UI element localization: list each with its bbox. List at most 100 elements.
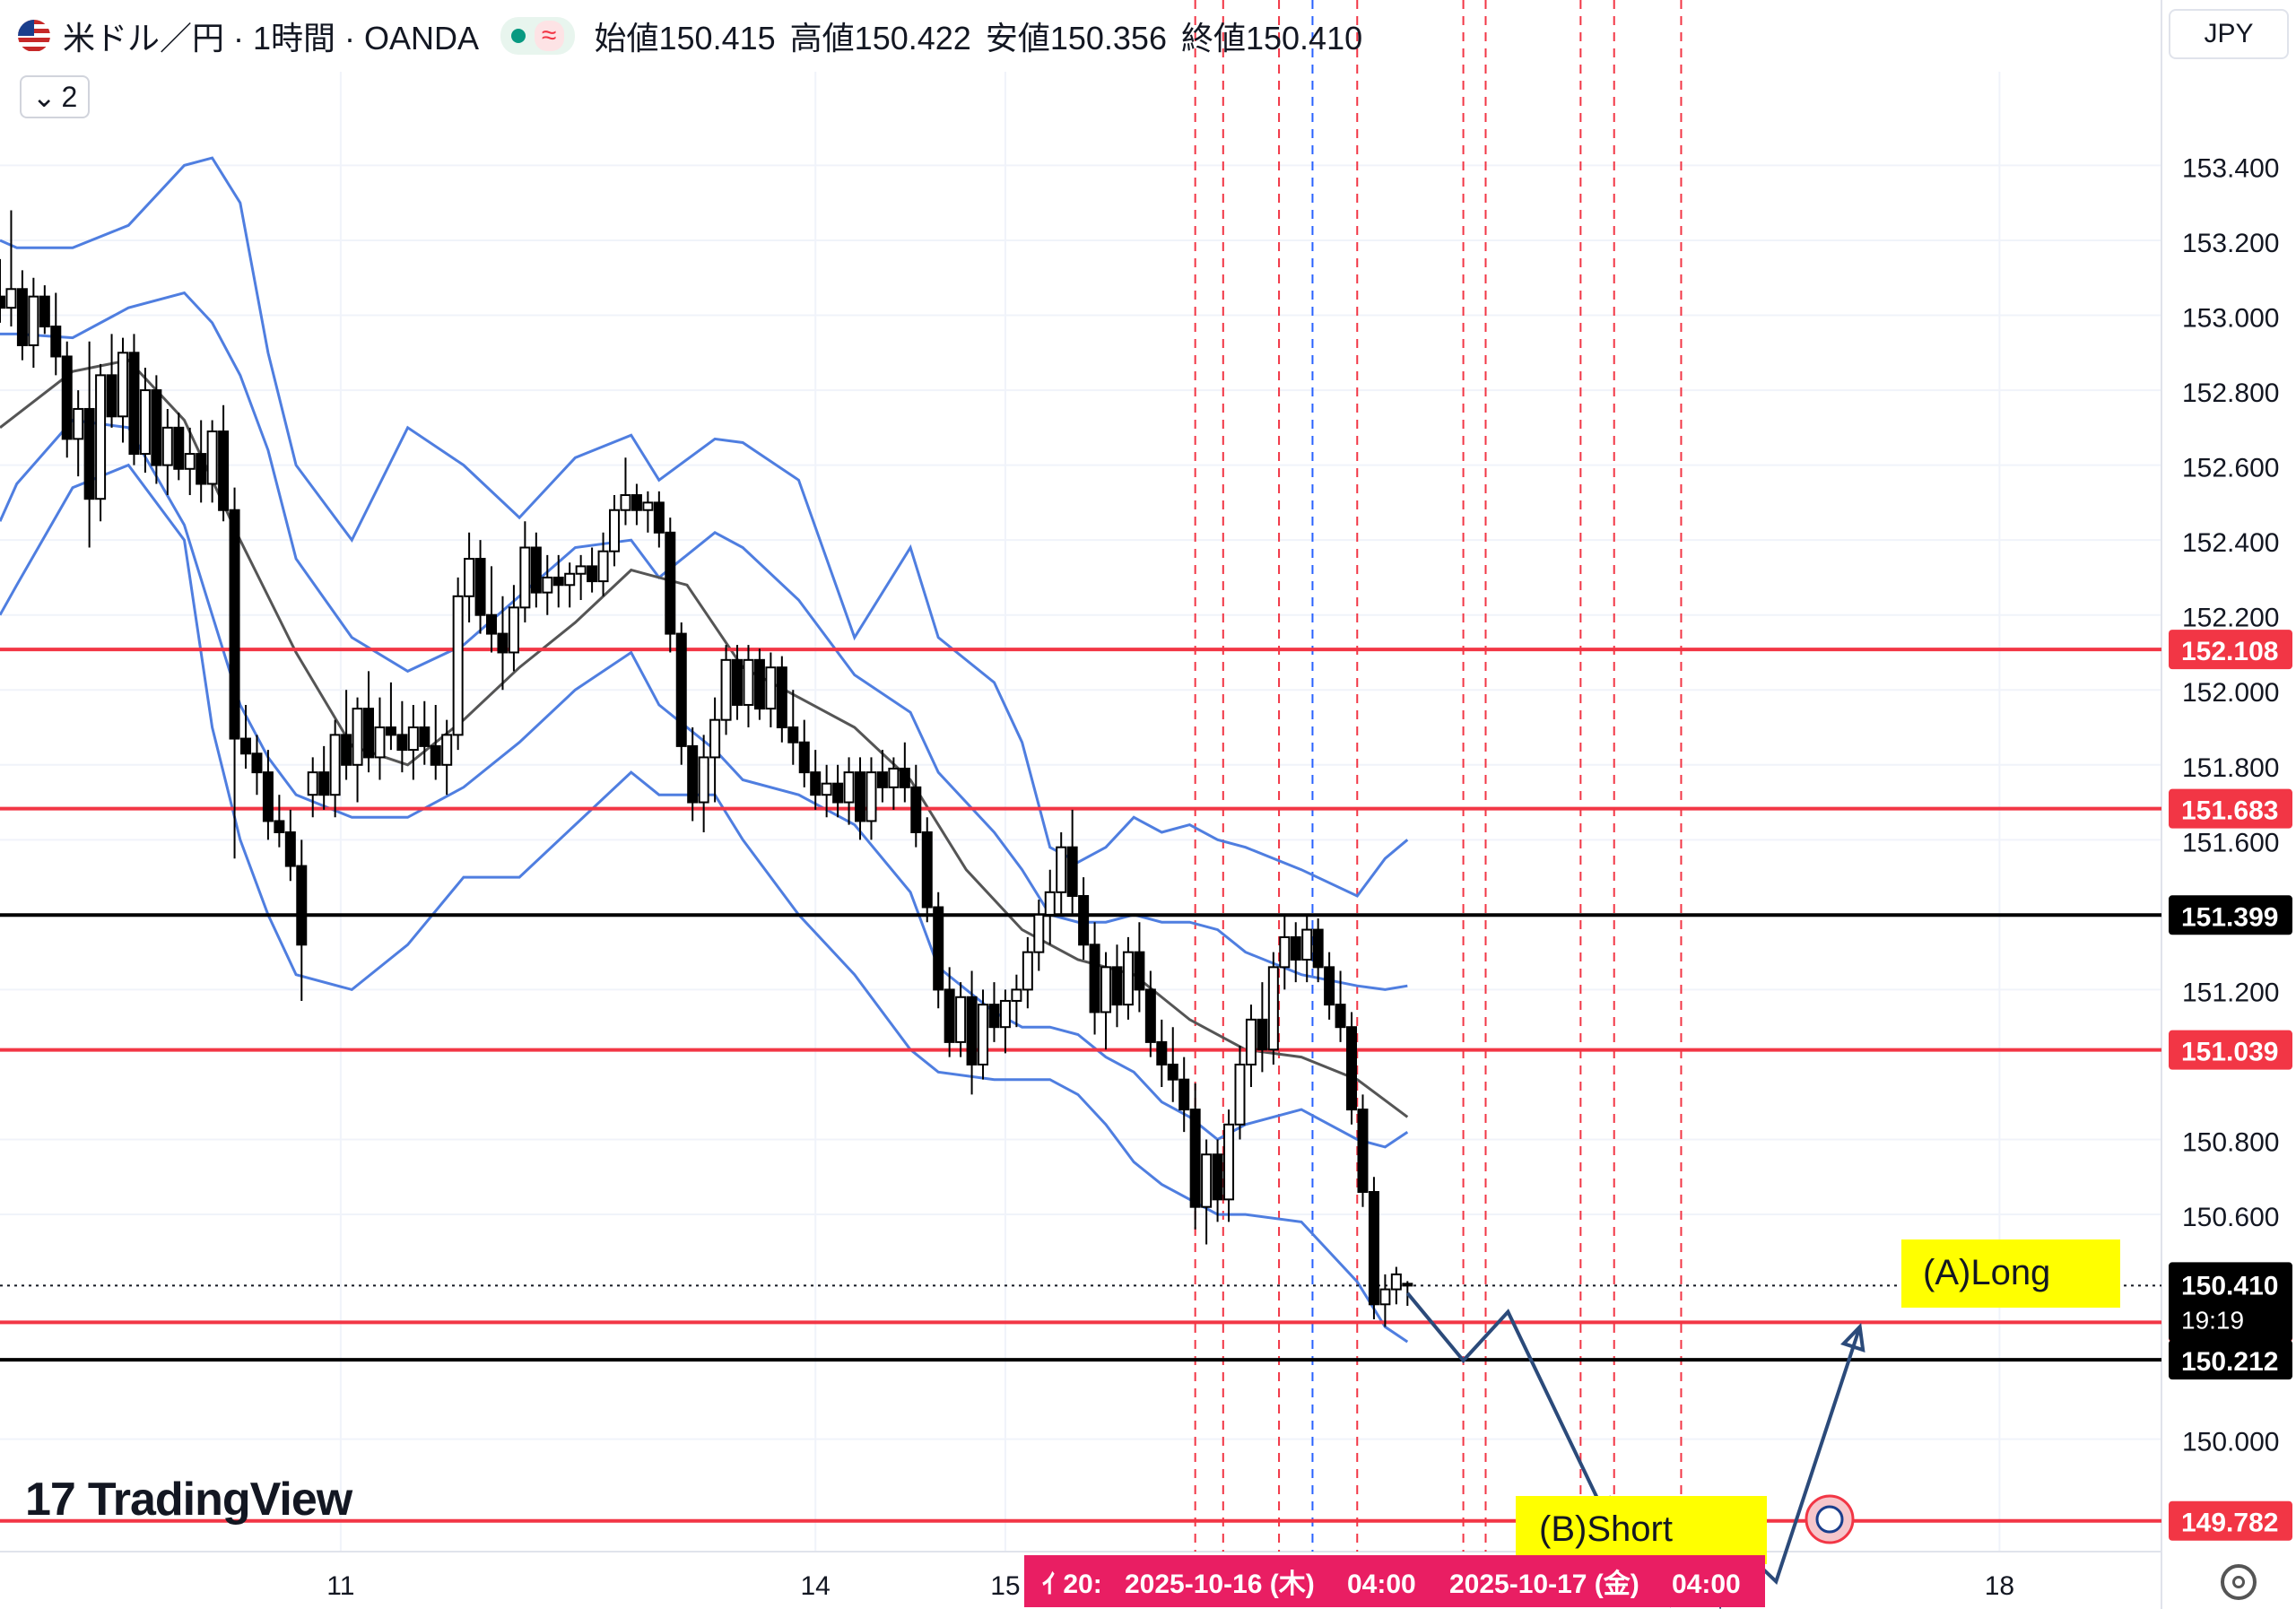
settings-gear-icon[interactable] [2221,1564,2257,1600]
candle-body-down [474,558,486,616]
candle-body-up [95,374,107,500]
candle-body-down [552,576,564,587]
candle [542,554,553,615]
candle-body-down [732,658,744,706]
candle [419,700,430,765]
candle-body-down [631,494,642,511]
ohlc-close: 終値150.410 [1180,20,1363,57]
time-range-label: 04:00 [1347,1570,1416,1599]
candle-body-up [329,734,341,796]
candle [1156,1019,1168,1088]
price-tick-label: 153.200 [2182,229,2279,258]
candle-body-down [1134,951,1145,991]
candle-body-up [978,1004,989,1065]
candle [1324,952,1335,1020]
candle-body-down [921,831,933,909]
long-arrowhead [1840,1322,1866,1353]
candle-body-down [419,726,430,747]
candle-body-down [318,771,330,796]
candle [1144,970,1156,1057]
candle [1234,1046,1246,1140]
candle-body-down [988,1004,1000,1029]
candle-body-down [933,906,944,991]
candle-body-down [1324,966,1335,1006]
price-tick-label: 151.200 [2182,978,2279,1007]
candle-body-down [899,767,910,788]
candle-body-down [876,771,888,788]
candle [843,757,855,825]
candle [732,645,744,720]
candle [1223,1109,1235,1222]
candle-body-up [139,389,151,456]
candle [1245,1005,1257,1088]
candle-body-up [161,426,173,466]
candle [486,566,498,653]
candle-body-down [1212,1153,1223,1201]
price-level-tag-text: 152.108 [2181,637,2278,666]
bollinger-lower-2-line [0,463,1409,1344]
candle [955,982,967,1057]
candle-body-up [407,726,419,752]
candle [698,735,709,832]
candle [341,690,352,780]
candle [587,547,598,593]
time-tick-label: 18 [1985,1571,2014,1601]
price-level-tag: 150.212 [2169,1340,2292,1380]
tradingview-logo[interactable]: 17 TradingView [25,1473,352,1526]
candle-body-down [753,658,765,710]
candle [1022,936,1033,1009]
candle [753,648,765,720]
candle [944,967,955,1057]
price-tick-label: 152.800 [2182,378,2279,408]
candle [508,585,519,672]
price-level-tag-text: 149.782 [2181,1509,2278,1538]
indicators-collapse-button[interactable]: ⌄ 2 [20,75,90,118]
status-pill[interactable]: ≈ [500,17,575,55]
candle-body-down [1189,1109,1201,1208]
candle [363,671,375,773]
chart-legend-header: 米ドル／円 · 1時間 · OANDA ≈ 始値150.415 高値150.42… [0,0,1377,72]
price-level-tag-text: 151.039 [2181,1038,2278,1067]
candle [1033,900,1045,971]
candle-body-down [196,453,207,485]
candle-body-up [609,509,621,552]
candle [1178,1057,1190,1133]
candle [1078,877,1090,960]
candle [117,337,129,443]
candle [687,727,699,822]
ohlc-open: 始値150.415 [594,20,776,57]
candle [876,750,888,803]
candle-body-up [709,718,721,759]
candle [474,540,486,634]
candle [151,375,162,484]
candle [709,697,721,803]
candle [430,704,441,780]
symbol-title[interactable]: 米ドル／円 · 1時間 · OANDA [63,20,480,57]
annotation-short-box [1516,1496,1767,1564]
price-tick-label: 151.600 [2182,828,2279,857]
candle-body-down [430,744,441,766]
candle [966,970,978,1095]
currency-button[interactable]: JPY [2169,9,2289,59]
candle-body-down [810,771,822,796]
candle-body-up [1100,966,1112,1013]
candle [1346,1012,1358,1125]
candle [352,697,363,803]
candle [765,652,777,728]
price-level-tag-bg [2169,1030,2292,1070]
price-level-tag-bg [2169,895,2292,935]
candle [933,891,944,1009]
candle-body-up [865,771,877,822]
candle-body-up [843,771,855,804]
candle [999,989,1011,1054]
candle-body-up [1044,891,1056,916]
price-tick-label: 152.200 [2182,604,2279,633]
candle [1011,974,1022,1028]
candle [798,719,810,787]
candle-body-down [50,326,62,358]
price-tick-label: 153.000 [2182,304,2279,334]
candle-body-down [530,546,542,594]
candle-body-up [575,565,587,575]
candle [61,341,73,458]
